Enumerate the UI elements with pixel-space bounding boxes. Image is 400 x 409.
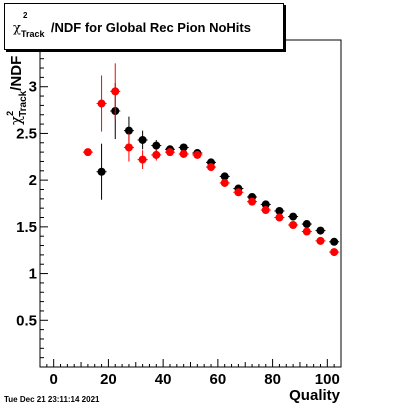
data-point [275,206,284,215]
data-point [330,237,339,246]
x-tick-label: 100 [315,371,340,388]
data-point [152,150,161,159]
data-point [165,148,174,157]
data-point [97,99,106,108]
data-point [302,220,311,229]
data-point [124,143,133,152]
data-point [83,148,92,157]
x-axis-title: Quality [289,387,341,404]
x-tick-label: 20 [100,371,117,388]
data-point [111,87,120,96]
x-tick-label: 80 [264,371,281,388]
title-main: /NDF for Global Rec Pion NoHits [50,20,251,35]
chart-title: χ 2 Track/NDF for Global Rec Pion NoHits [13,11,251,39]
data-point [302,227,311,236]
y-tick-label: 1 [29,266,37,283]
data-point [193,150,202,159]
data-point [220,178,229,187]
chi-symbol: χ [13,21,21,36]
plot-frame [39,39,342,368]
title-subscript: Track [21,29,45,39]
data-point [275,213,284,222]
y-tick-label: 2.5 [16,125,37,142]
y-tick-label: 1.5 [16,219,37,236]
chart-title-box: χ 2 Track/NDF for Global Rec Pion NoHits [4,3,284,50]
data-point [179,149,188,158]
data-point [289,212,298,221]
x-tick-label: 0 [50,371,58,388]
data-point [207,163,216,172]
data-point [261,200,270,209]
data-point [289,220,298,229]
data-point [248,197,257,206]
data-point [330,248,339,257]
data-point [234,188,243,197]
data-point [261,206,270,215]
y-tick-label: 3 [29,79,37,96]
y-tick-label: 2 [29,172,37,189]
timestamp: Tue Dec 21 23:11:14 2021 [4,395,100,404]
data-point [138,155,147,164]
x-tick-label: 40 [155,371,172,388]
data-point [138,135,147,144]
x-tick-label: 60 [210,371,227,388]
title-superscript: 2 [23,11,28,20]
data-point [97,167,106,176]
data-point [220,172,229,181]
y-tick-label: 0.5 [16,312,37,329]
data-point [152,141,161,150]
data-point [179,143,188,152]
data-point [124,126,133,135]
data-point [316,236,325,245]
y-axis-title: χ2 Track/NDF [5,56,29,125]
data-point [316,226,325,235]
